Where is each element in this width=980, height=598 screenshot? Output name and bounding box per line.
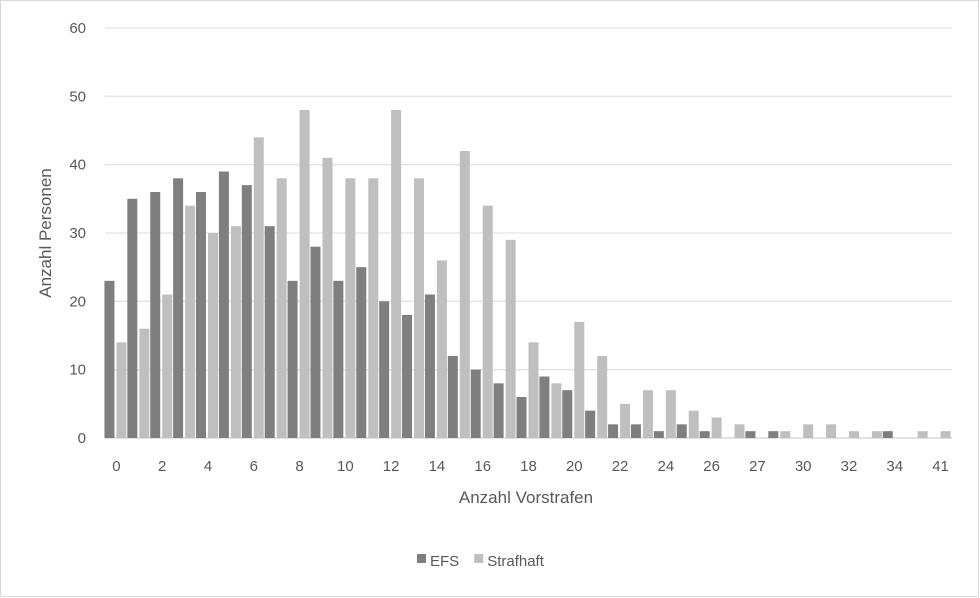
- bar-efs-8: [287, 280, 298, 438]
- y-axis-title: Anzahl Personen: [36, 168, 55, 297]
- bar-strafhaft-26: [711, 417, 722, 438]
- bar-efs-0: [104, 280, 115, 438]
- x-tick-label: 4: [204, 458, 212, 475]
- bar-strafhaft-33: [871, 431, 882, 438]
- bar-strafhaft-10: [345, 178, 356, 439]
- bar-efs-13: [402, 315, 413, 438]
- bar-strafhaft-15: [459, 151, 470, 438]
- bar-strafhaft-3: [185, 205, 196, 438]
- y-tick-label: 50: [69, 88, 86, 105]
- y-tick-label: 10: [69, 362, 86, 379]
- bar-strafhaft-27: [734, 424, 745, 438]
- bar-efs-14: [424, 294, 435, 438]
- bar-strafhaft-8: [299, 110, 310, 438]
- x-tick-label: 27: [749, 458, 766, 475]
- bar-strafhaft-4: [208, 233, 219, 438]
- x-tick-label: 34: [886, 458, 903, 475]
- bar-strafhaft-35: [917, 431, 928, 438]
- bar-efs-18: [516, 397, 527, 438]
- bar-efs-20: [562, 390, 573, 438]
- x-tick-label: 24: [658, 458, 675, 475]
- legend-label-strafhaft: Strafhaft: [487, 553, 545, 570]
- bar-strafhaft-36: [940, 431, 951, 438]
- bar-efs-26: [699, 431, 710, 438]
- bar-efs-34: [882, 431, 893, 438]
- y-tick-label: 40: [69, 157, 86, 174]
- bar-strafhaft-18: [528, 342, 539, 438]
- bar-efs-3: [173, 178, 184, 439]
- bar-efs-12: [379, 301, 390, 438]
- bar-efs-29: [768, 431, 779, 438]
- bar-efs-10: [333, 280, 344, 438]
- x-tick-label: 20: [566, 458, 583, 475]
- bar-strafhaft-0: [116, 342, 127, 438]
- legend-swatch-strafhaft: [474, 554, 484, 563]
- bar-strafhaft-32: [848, 431, 859, 438]
- bar-strafhaft-12: [391, 110, 402, 438]
- bar-strafhaft-7: [276, 178, 287, 439]
- bar-efs-7: [264, 226, 275, 438]
- bar-efs-17: [493, 383, 504, 438]
- x-tick-label: 16: [474, 458, 491, 475]
- bar-strafhaft-17: [505, 239, 516, 438]
- x-tick-label: 30: [795, 458, 812, 475]
- bar-strafhaft-29: [780, 431, 791, 438]
- bar-efs-16: [470, 369, 481, 438]
- bar-strafhaft-13: [414, 178, 425, 439]
- bar-efs-28: [745, 431, 756, 438]
- bar-strafhaft-22: [620, 403, 631, 438]
- bar-strafhaft-21: [597, 356, 608, 438]
- x-tick-label: 6: [250, 458, 258, 475]
- legend: EFS Strafhaft: [417, 553, 545, 570]
- x-tick-label: 12: [383, 458, 400, 475]
- bar-strafhaft-24: [665, 390, 676, 438]
- bar-efs-2: [150, 192, 161, 438]
- x-tick-label: 0: [112, 458, 120, 475]
- bar-efs-9: [310, 246, 321, 438]
- y-tick-label: 20: [69, 293, 86, 310]
- bar-strafhaft-9: [322, 157, 333, 439]
- x-tick-label: 22: [612, 458, 629, 475]
- bar-strafhaft-20: [574, 321, 585, 438]
- bar-efs-5: [218, 171, 229, 438]
- legend-swatch-efs: [417, 554, 426, 563]
- bar-strafhaft-19: [551, 383, 562, 438]
- bar-strafhaft-16: [482, 205, 493, 438]
- x-tick-label: 26: [703, 458, 720, 475]
- bar-strafhaft-30: [803, 424, 814, 438]
- bar-strafhaft-23: [642, 390, 653, 438]
- x-tick-label: 18: [520, 458, 537, 475]
- bar-efs-21: [585, 410, 596, 438]
- x-tick-label: 32: [841, 458, 858, 475]
- bar-strafhaft-5: [230, 226, 241, 438]
- bar-strafhaft-11: [368, 178, 379, 439]
- bar-strafhaft-1: [139, 328, 150, 438]
- bar-efs-23: [630, 424, 641, 438]
- bar-efs-19: [539, 376, 550, 438]
- bar-strafhaft-14: [436, 260, 447, 438]
- y-tick-label: 0: [78, 430, 86, 447]
- y-tick-label: 30: [69, 225, 86, 242]
- bar-efs-6: [241, 185, 252, 438]
- x-tick-label: 2: [158, 458, 166, 475]
- x-tick-label: 14: [429, 458, 446, 475]
- x-axis-title: Anzahl Vorstrafen: [459, 488, 593, 507]
- x-tick-label: 8: [295, 458, 303, 475]
- bar-strafhaft-31: [826, 424, 837, 438]
- bar-efs-4: [196, 192, 207, 438]
- bar-efs-15: [447, 356, 458, 438]
- x-tick-label: 41: [932, 458, 949, 475]
- bar-efs-24: [653, 431, 664, 438]
- bar-efs-1: [127, 198, 138, 438]
- bar-efs-25: [676, 424, 687, 438]
- legend-label-efs: EFS: [430, 553, 459, 570]
- y-tick-label: 60: [69, 20, 86, 37]
- bar-efs-11: [356, 267, 367, 438]
- bar-strafhaft-25: [688, 410, 699, 438]
- bar-strafhaft-2: [162, 294, 173, 438]
- x-tick-label: 10: [337, 458, 354, 475]
- bar-efs-22: [608, 424, 619, 438]
- bar-strafhaft-6: [253, 137, 264, 439]
